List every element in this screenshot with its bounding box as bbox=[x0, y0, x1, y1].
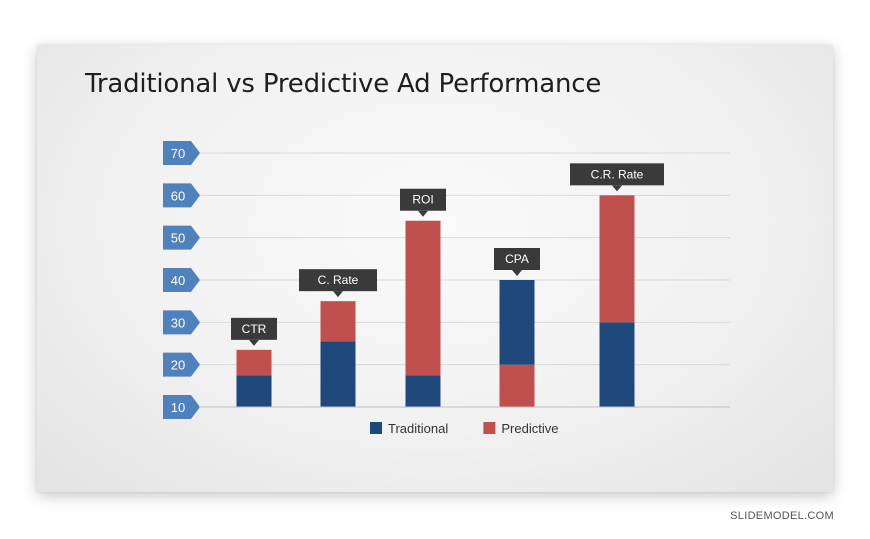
y-tick-label: 50 bbox=[171, 231, 185, 246]
callout-pointer bbox=[418, 210, 428, 217]
callout-pointer bbox=[249, 339, 259, 346]
y-tick-label: 60 bbox=[171, 188, 185, 203]
bar-segment-traditional bbox=[599, 322, 635, 407]
bar-segment-traditional bbox=[499, 280, 535, 365]
bar-segment-predictive bbox=[499, 364, 535, 407]
callout-pointer bbox=[612, 185, 622, 192]
y-tick-tag bbox=[163, 310, 200, 335]
y-tick-label: 20 bbox=[171, 358, 185, 373]
y-tick-label: 10 bbox=[171, 400, 185, 415]
y-tick-label: 40 bbox=[171, 273, 185, 288]
stacked-bar-chart: 10 20 30 40 50 60 70 CTR C. Rate ROI CPA C.R. Rate T… bbox=[163, 141, 730, 436]
category-label: CTR bbox=[242, 322, 267, 336]
callout-pointer bbox=[333, 291, 343, 298]
y-tick-label: 30 bbox=[171, 315, 185, 330]
y-tick-tag bbox=[163, 268, 200, 292]
y-tick-tag bbox=[163, 225, 200, 250]
bar-segment-predictive bbox=[236, 349, 272, 376]
bar-segment-predictive bbox=[405, 220, 441, 376]
y-tick-label: 70 bbox=[171, 146, 185, 161]
watermark: SLIDEMODEL.COM bbox=[730, 510, 834, 522]
slide: Traditional vs Predictive Ad Performance… bbox=[37, 45, 833, 492]
category-callout bbox=[299, 269, 377, 292]
category-label: CPA bbox=[505, 252, 529, 266]
legend-label-predictive: Predictive bbox=[501, 421, 558, 436]
category-callout bbox=[231, 317, 277, 340]
y-tick-tag bbox=[163, 352, 200, 377]
slide-title: Traditional vs Predictive Ad Performance bbox=[85, 69, 602, 99]
y-tick-tag bbox=[163, 141, 200, 165]
bar-segment-predictive bbox=[599, 195, 635, 323]
category-callout bbox=[494, 248, 540, 270]
category-label: C. Rate bbox=[318, 273, 359, 287]
legend-swatch-traditional bbox=[370, 422, 382, 434]
bar-segment-traditional bbox=[236, 375, 272, 407]
category-callout bbox=[400, 188, 446, 211]
legend-label-traditional: Traditional bbox=[388, 421, 448, 436]
category-label: C.R. Rate bbox=[591, 167, 644, 181]
y-tick-tag bbox=[163, 183, 200, 208]
bar-segment-predictive bbox=[320, 301, 356, 342]
y-tick-tag bbox=[163, 395, 200, 419]
bar-segment-traditional bbox=[320, 341, 356, 407]
category-callout bbox=[570, 163, 664, 186]
category-label: ROI bbox=[412, 193, 433, 207]
legend-swatch-predictive bbox=[483, 422, 496, 434]
callout-pointer bbox=[512, 270, 522, 276]
bar-segment-traditional bbox=[405, 375, 441, 407]
